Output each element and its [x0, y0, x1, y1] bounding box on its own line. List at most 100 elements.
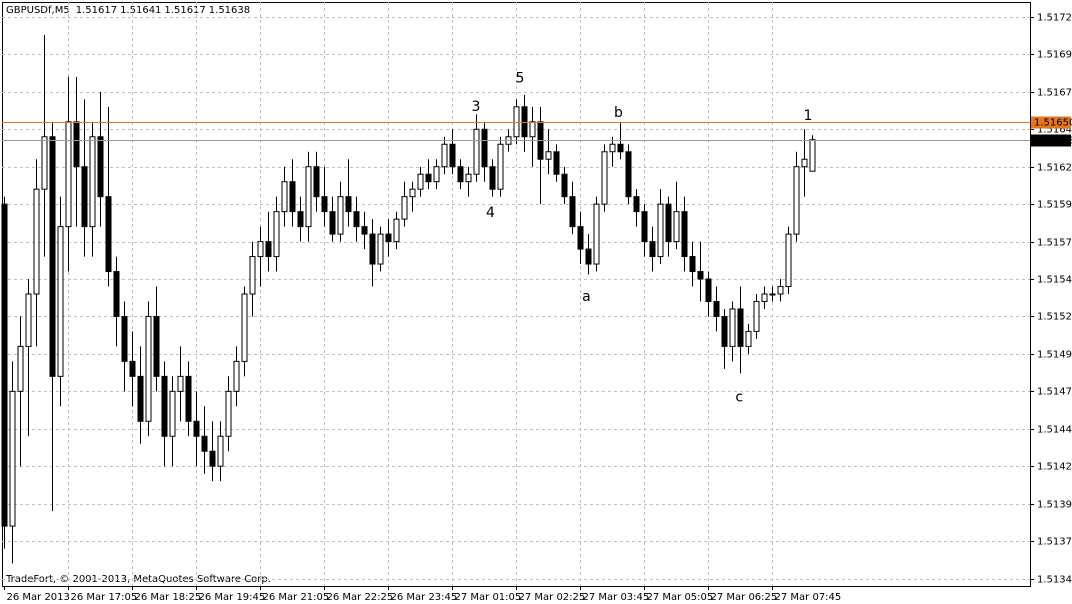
candle-body	[257, 241, 264, 258]
y-tick-label: 1.51720	[1037, 13, 1072, 24]
candle-body	[609, 143, 616, 153]
header-value: 1.51617	[76, 5, 117, 16]
candle-body	[641, 211, 648, 243]
candle-body	[593, 203, 600, 265]
candle-body	[377, 233, 384, 265]
candle-body	[353, 211, 360, 228]
candle-body	[785, 233, 792, 288]
candle-body	[801, 158, 808, 168]
candle-body	[49, 136, 56, 377]
y-tick-label: 1.51595	[1037, 200, 1072, 211]
header-value: 1.51641	[120, 5, 161, 16]
x-tick-label: 26 Mar 18:25	[135, 592, 202, 603]
candle-body	[9, 390, 16, 527]
candle-body	[121, 315, 128, 362]
candle-body	[401, 196, 408, 220]
candle-body	[449, 143, 456, 168]
candle-body	[769, 293, 776, 296]
candle-body	[65, 121, 72, 228]
candle-body	[249, 256, 256, 295]
y-tick-label: 1.51470	[1037, 387, 1072, 398]
candle-body	[161, 375, 168, 437]
candle-body	[545, 151, 552, 160]
x-tick-label: 27 Mar 05:05	[647, 592, 714, 603]
bid-label-box	[1031, 134, 1071, 147]
candle-body	[233, 360, 240, 392]
candle-body	[169, 390, 176, 437]
level-label: 1.51650	[1034, 118, 1072, 129]
candle-body	[625, 151, 632, 198]
candle-body	[129, 360, 136, 377]
candle-body	[737, 308, 744, 347]
candle-body	[345, 196, 352, 213]
candle-body	[561, 173, 568, 198]
x-tick-label: 26 Mar 2013	[7, 592, 70, 603]
candle-body	[689, 256, 696, 273]
wave-label: b	[614, 105, 623, 121]
level-label-box	[1031, 116, 1071, 129]
x-tick-label: 26 Mar 21:05	[263, 592, 330, 603]
candle-body	[89, 136, 96, 228]
wave-label: c	[735, 389, 743, 405]
y-tick-label: 1.51545	[1037, 275, 1072, 286]
candle-body	[81, 166, 88, 228]
candle-body	[105, 196, 112, 273]
candle-body	[585, 248, 592, 265]
x-tick-label: 26 Mar 17:05	[71, 592, 138, 603]
candle-body	[577, 226, 584, 250]
y-tick-label: 1.51570	[1037, 238, 1072, 249]
y-tick-label: 1.51495	[1037, 350, 1072, 361]
candle-body	[553, 151, 560, 175]
y-tick-label: 1.51695	[1037, 50, 1072, 61]
candle-body	[217, 435, 224, 467]
candle-body	[465, 173, 472, 183]
candle-body	[433, 166, 440, 183]
wave-label: 5	[516, 70, 525, 86]
candle-body	[697, 271, 704, 280]
candle-body	[441, 143, 448, 168]
candle-body	[529, 121, 536, 138]
wave-label: 4	[486, 205, 495, 221]
candle-body	[793, 166, 800, 235]
candle-body	[417, 173, 424, 190]
candle-body	[17, 345, 24, 392]
y-tick-label: 1.51620	[1037, 163, 1072, 174]
candle-body	[673, 211, 680, 243]
wave-label: 1	[804, 108, 813, 124]
candle-body	[57, 226, 64, 377]
y-tick-label: 1.51395	[1037, 500, 1072, 511]
candle-body	[329, 211, 336, 235]
candle-body	[393, 218, 400, 243]
header-value: 1.51638	[209, 5, 250, 16]
candle-body	[705, 278, 712, 302]
candle-body	[481, 128, 488, 168]
candle-body	[241, 293, 248, 362]
candle-body	[281, 181, 288, 213]
candle-body	[497, 143, 504, 190]
candle-body	[681, 211, 688, 258]
candle-body	[265, 241, 272, 258]
candle-body	[209, 450, 216, 467]
candle-body	[489, 166, 496, 190]
candle-body	[409, 188, 416, 198]
candle-body	[41, 136, 48, 190]
y-tick-label: 1.51345	[1037, 575, 1072, 586]
candle-body	[657, 203, 664, 258]
y-tick-label: 1.51370	[1037, 537, 1072, 548]
candle-body	[321, 196, 328, 213]
wave-label: a	[582, 289, 591, 305]
x-tick-label: 27 Mar 06:25	[711, 592, 778, 603]
header-value: 1.51617	[164, 5, 205, 16]
candle-body	[665, 203, 672, 243]
candle-body	[1, 203, 8, 527]
x-tick-label: 26 Mar 19:45	[199, 592, 266, 603]
y-tick-label: 1.51670	[1037, 88, 1072, 99]
candle-body	[473, 128, 480, 175]
candle-body	[297, 211, 304, 228]
candle-body	[193, 420, 200, 437]
candle-body	[729, 308, 736, 347]
candle-body	[745, 330, 752, 347]
x-tick-label: 26 Mar 22:25	[327, 592, 394, 603]
